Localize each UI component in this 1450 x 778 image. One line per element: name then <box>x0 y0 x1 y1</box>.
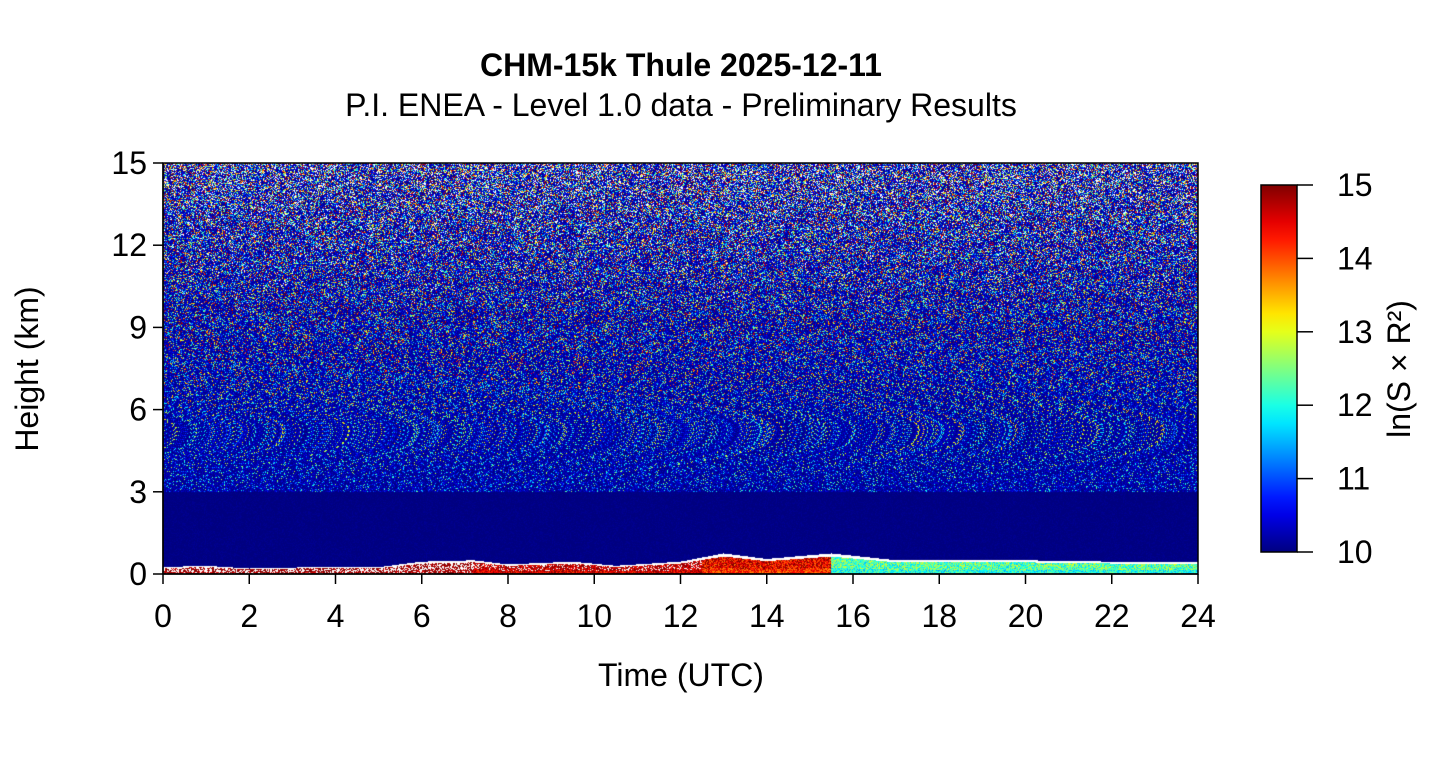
colorbar-tick-label: 12 <box>1337 387 1373 423</box>
colorbar-gradient <box>1260 184 1298 553</box>
colorbar-tick-label: 14 <box>1337 240 1373 276</box>
x-tick-label: 16 <box>835 598 871 634</box>
x-tick-label: 14 <box>749 598 785 634</box>
colorbar-tick-label: 13 <box>1337 314 1373 350</box>
y-tick-label: 6 <box>129 392 147 428</box>
heatmap-image <box>163 163 1198 574</box>
y-tick-label: 9 <box>129 309 147 345</box>
x-axis-label: Time (UTC) <box>598 657 764 693</box>
x-tick-label: 0 <box>154 598 172 634</box>
x-tick-label: 2 <box>240 598 258 634</box>
x-tick-label: 22 <box>1094 598 1130 634</box>
x-tick-label: 24 <box>1180 598 1216 634</box>
y-tick-label: 12 <box>111 227 147 263</box>
x-tick-label: 4 <box>327 598 345 634</box>
colorbar-tick-label: 10 <box>1337 534 1373 570</box>
x-tick-label: 18 <box>921 598 957 634</box>
y-tick-label: 15 <box>111 145 147 181</box>
y-tick-label: 0 <box>129 556 147 592</box>
colorbar-tick-label: 11 <box>1337 461 1370 497</box>
chart-title: CHM-15k Thule 2025-12-11 <box>480 47 882 83</box>
y-tick-label: 3 <box>129 474 147 510</box>
x-tick-label: 6 <box>413 598 431 634</box>
x-tick-label: 8 <box>499 598 517 634</box>
colorbar: 10 11 12 13 14 15 <box>1260 167 1373 570</box>
x-tick-label: 12 <box>663 598 699 634</box>
colorbar-label: ln(S × R²) <box>1381 300 1417 438</box>
x-axis: 0 2 4 6 8 10 12 14 16 18 20 22 24 <box>154 573 1216 634</box>
chart-subtitle: P.I. ENEA - Level 1.0 data - Preliminary… <box>345 87 1017 123</box>
y-axis-label: Height (km) <box>9 286 45 451</box>
y-axis: 0 3 6 9 12 15 <box>111 145 164 592</box>
plot-area <box>162 162 1199 575</box>
colorbar-tick-label: 15 <box>1337 167 1373 203</box>
x-tick-label: 20 <box>1008 598 1044 634</box>
x-tick-label: 10 <box>576 598 612 634</box>
